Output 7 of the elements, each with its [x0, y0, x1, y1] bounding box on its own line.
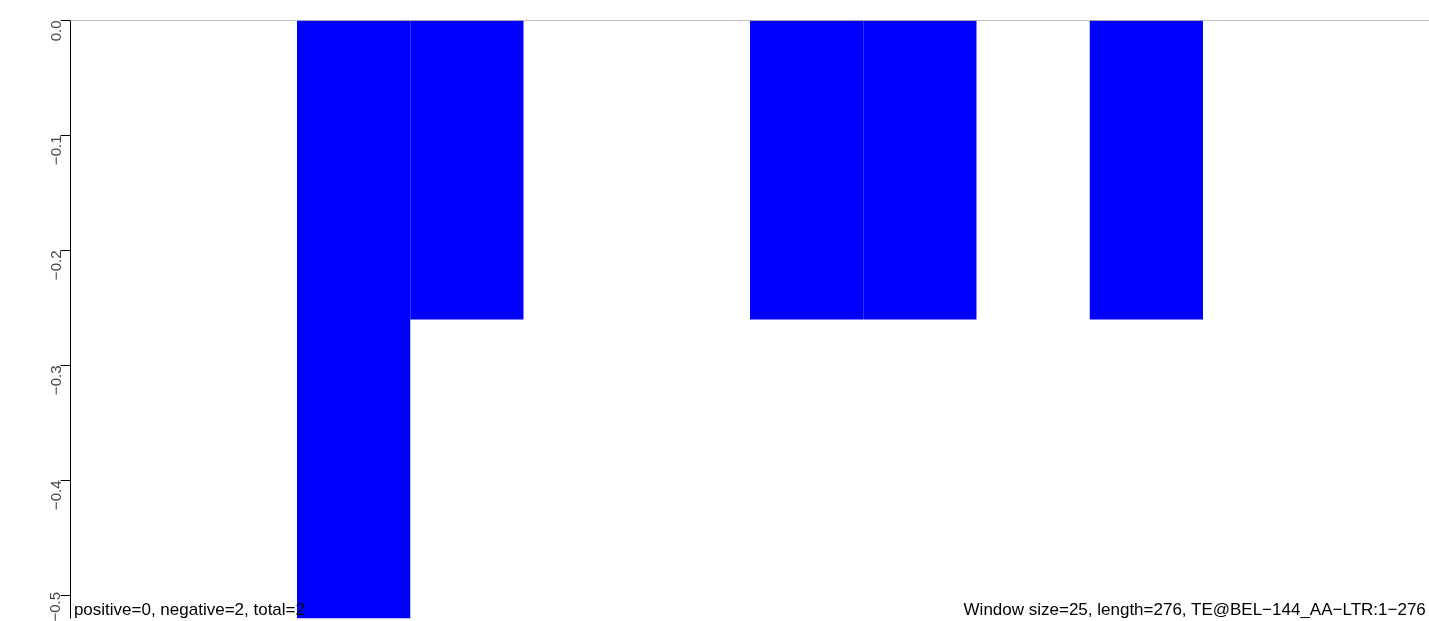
- y-tick-label: −0.4: [46, 480, 64, 511]
- y-tick-label: −0.5: [46, 591, 64, 621]
- y-tick-label: 0.0: [46, 20, 64, 42]
- y-tick-label: −0.1: [46, 135, 64, 166]
- y-tick-label: −0.3: [46, 365, 64, 396]
- annotation: Window size=25, length=276, TE@BEL−144_AA−LTR:1−276: [963, 599, 1426, 619]
- y-tick-label: −0.2: [46, 250, 64, 281]
